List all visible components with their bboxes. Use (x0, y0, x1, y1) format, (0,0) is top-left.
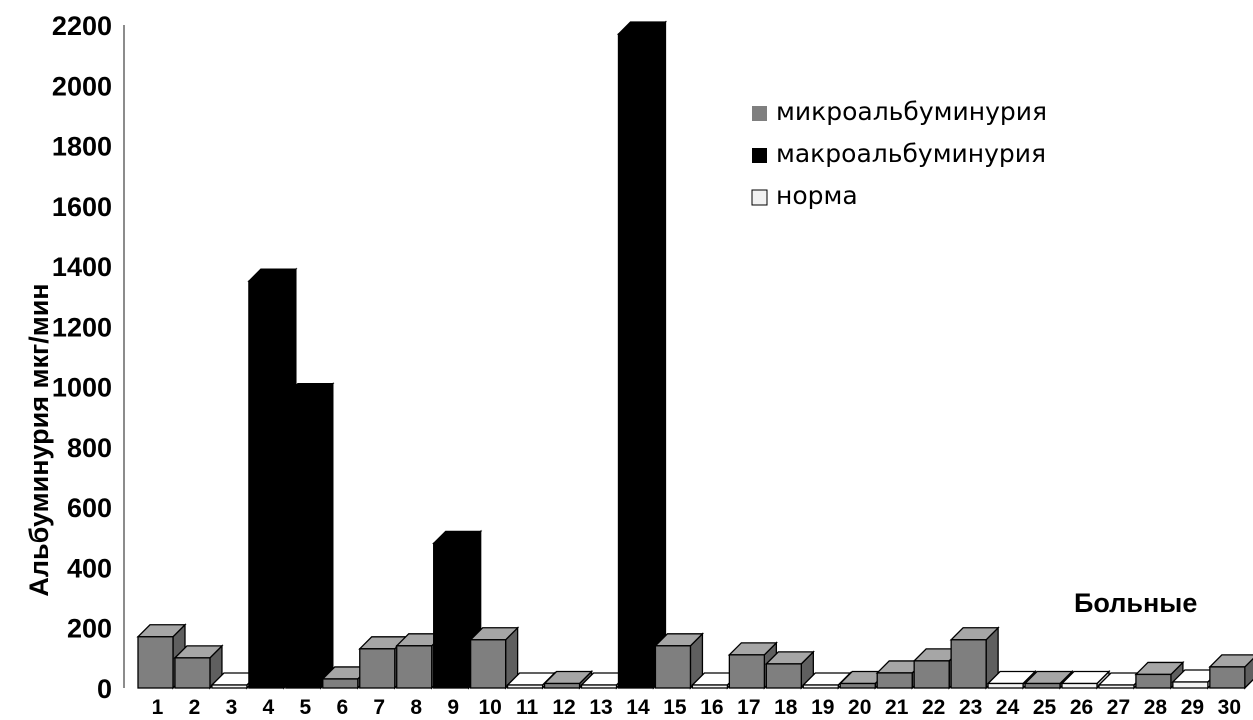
legend: микроальбуминурия макроальбуминурия норма (751, 97, 1047, 210)
x-tick-label: 4 (263, 696, 275, 719)
bar-front (285, 395, 322, 689)
x-tick-label: 28 (1144, 696, 1168, 719)
legend-swatch (752, 148, 767, 163)
x-tick-label: 18 (774, 696, 798, 719)
bar-top (1208, 654, 1253, 668)
x-tick-label: 14 (626, 696, 650, 719)
legend-swatch (752, 106, 767, 121)
legend-swatch (751, 189, 768, 206)
bars (136, 20, 1253, 690)
y-tick-label: 1200 (52, 312, 112, 342)
bar-front (433, 542, 470, 689)
y-tick-label: 200 (67, 614, 112, 644)
x-tick-label: 6 (336, 696, 348, 719)
bar-front (1061, 682, 1098, 689)
bar (949, 626, 1000, 690)
x-tick-label: 9 (447, 696, 459, 719)
bar-front (691, 684, 729, 689)
bar-front (1209, 666, 1246, 689)
legend-label: норма (776, 181, 858, 210)
legend-label: макроальбуминурия (776, 139, 1046, 168)
y-tick-label: 1400 (52, 252, 112, 282)
y-tick-label: 1000 (52, 373, 112, 403)
x-tick-label: 1 (152, 696, 164, 719)
bar (284, 382, 335, 690)
bar (653, 632, 705, 690)
bar-side (652, 20, 667, 690)
bar-front (987, 682, 1024, 689)
y-tick-label: 400 (67, 553, 112, 583)
y-tick-label: 0 (97, 674, 112, 704)
bar-front (359, 648, 396, 689)
legend-item: микроальбуминурия (752, 97, 1047, 126)
bar-front (617, 33, 655, 689)
y-tick-label: 1600 (52, 192, 112, 222)
x-tick-label: 5 (299, 696, 311, 719)
bar-front (396, 645, 433, 689)
y-tick-label: 2000 (52, 71, 112, 101)
bar (1208, 654, 1253, 690)
bar-front (506, 684, 544, 689)
legend-label: микроальбуминурия (776, 97, 1047, 126)
y-axis-label: Альбуминурия мкг/мин (24, 283, 54, 596)
y-tick-label: 800 (67, 433, 112, 463)
bar-front (322, 678, 359, 689)
x-tick-label: 22 (922, 696, 945, 719)
bar-front (1135, 673, 1172, 689)
x-tick-label: 17 (737, 696, 760, 719)
bar (616, 20, 668, 690)
bar-front (137, 636, 174, 689)
bar-front (765, 663, 802, 689)
bar-front (913, 660, 950, 689)
y-tick-labels: 0 200 400 600 800 1000 1200 1400 1600 1800 2000 220… (52, 11, 112, 704)
bar-front (728, 654, 766, 689)
x-tick-label: 7 (373, 696, 385, 719)
bar-front (543, 682, 581, 689)
bar-front (469, 639, 507, 689)
x-tick-label: 23 (959, 696, 982, 719)
bar (173, 644, 224, 690)
bar-side (320, 382, 334, 690)
x-tick-label: 30 (1218, 696, 1241, 719)
x-tick-label: 11 (516, 696, 539, 719)
chart-annotation: Больные (1074, 588, 1197, 618)
x-tick-label: 8 (410, 696, 422, 719)
y-tick-label: 2200 (52, 11, 112, 41)
bar-front (580, 684, 618, 689)
bar-front (802, 684, 839, 689)
y-tick-label: 1800 (52, 132, 112, 162)
bar-front (654, 645, 692, 689)
bar-front (174, 657, 211, 689)
bar-front (248, 280, 285, 689)
legend-item: макроальбуминурия (752, 139, 1046, 168)
x-tick-labels: 1 2 3 4 5 6 7 8 9 10 11 12 13 14 15 16 17 18 19 20 21 22 23 24 2… (152, 696, 1241, 719)
bar-front (1172, 681, 1209, 689)
x-tick-label: 20 (848, 696, 871, 719)
legend-item: норма (751, 181, 858, 210)
bar-front (950, 639, 987, 689)
x-tick-label: 21 (885, 696, 909, 719)
x-tick-label: 10 (478, 696, 501, 719)
x-tick-label: 25 (1033, 696, 1057, 719)
bar-front (1098, 684, 1135, 689)
x-tick-label: 2 (189, 696, 201, 719)
bar-front (839, 682, 876, 689)
x-tick-label: 15 (663, 696, 687, 719)
bar (764, 650, 815, 690)
x-tick-label: 12 (552, 696, 575, 719)
x-tick-label: 24 (996, 696, 1020, 719)
x-tick-label: 16 (700, 696, 723, 719)
x-tick-label: 29 (1181, 696, 1204, 719)
y-tick-label: 600 (67, 493, 112, 523)
bar-front (1024, 682, 1061, 689)
bar (469, 626, 520, 690)
x-tick-label: 26 (1070, 696, 1093, 719)
x-tick-label: 19 (811, 696, 834, 719)
x-tick-label: 3 (226, 696, 238, 719)
x-tick-label: 27 (1107, 696, 1130, 719)
x-tick-label: 13 (589, 696, 612, 719)
bar-front (211, 684, 248, 689)
bar-front (876, 672, 913, 689)
